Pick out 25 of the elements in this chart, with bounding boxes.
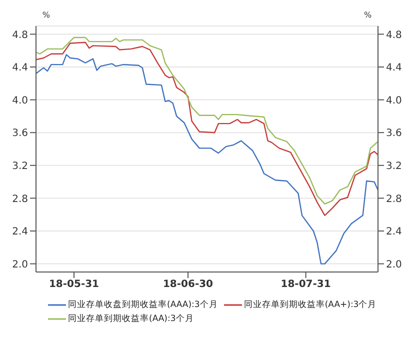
y-axis-title: % bbox=[42, 10, 50, 20]
y2-tick-label: 4.4 bbox=[386, 62, 402, 74]
line-series bbox=[36, 54, 378, 264]
legend-label: 同业存单到期收益率(AA+):3个月 bbox=[244, 298, 377, 312]
y-tick-label: 2.4 bbox=[12, 226, 28, 238]
y-tick-label: 3.2 bbox=[12, 160, 28, 172]
legend-label: 同业存单到期收益率(AA):3个月 bbox=[68, 312, 194, 326]
y2-tick-label: 2.0 bbox=[386, 259, 402, 270]
y2-tick-label: 3.6 bbox=[386, 128, 402, 140]
y2-axis-title: % bbox=[364, 10, 372, 20]
y2-tick-label: 4.8 bbox=[386, 30, 402, 41]
y-tick-label: 2.8 bbox=[12, 194, 28, 205]
legend-label: 同业存单收盘到期收益率(AAA):3个月 bbox=[68, 298, 218, 312]
y2-tick-label: 3.2 bbox=[386, 160, 402, 172]
y-tick-label: 4.4 bbox=[12, 62, 28, 74]
y-tick-label: 3.6 bbox=[12, 128, 28, 140]
x-tick-label: 18-07-31 bbox=[280, 279, 331, 290]
y-tick-label: 2.0 bbox=[12, 259, 28, 270]
y-tick-label: 4.8 bbox=[12, 30, 28, 41]
y2-tick-label: 4.0 bbox=[386, 95, 402, 106]
y-tick-label: 4.0 bbox=[12, 95, 28, 106]
x-tick-label: 18-05-31 bbox=[48, 279, 100, 290]
x-tick-label: 18-06-30 bbox=[162, 279, 214, 290]
y2-tick-label: 2.8 bbox=[386, 194, 402, 205]
y2-tick-label: 2.4 bbox=[386, 226, 402, 238]
